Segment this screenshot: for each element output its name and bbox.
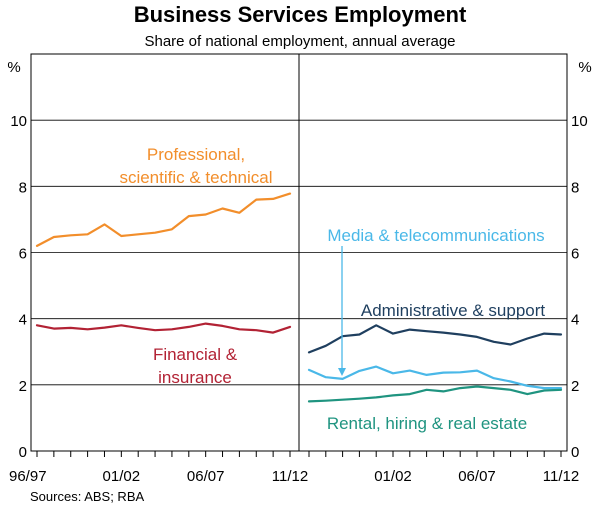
- y-tick-label-right-10: 10: [571, 113, 588, 130]
- y-tick-label-left-10: 10: [10, 113, 27, 130]
- series-label-rental-0: Rental, hiring & real estate: [327, 414, 527, 433]
- axis-ticks: [36, 451, 562, 457]
- series-label-professional-0: Professional,: [147, 145, 245, 164]
- y-axis-unit-left: %: [7, 59, 20, 76]
- chart-subtitle: Share of national employment, annual ave…: [144, 33, 455, 50]
- y-axis-unit-right: %: [578, 59, 591, 76]
- y-tick-label-left-2: 2: [19, 378, 27, 395]
- y-tick-label-left-6: 6: [19, 246, 27, 263]
- series-lines: [35, 192, 563, 403]
- series-label-media-0: Media & telecommunications: [327, 226, 544, 245]
- x-tick-label-left-2: 06/07: [187, 468, 225, 485]
- series-line-media: [307, 365, 563, 390]
- x-tick-label-right-2: 11/12: [543, 468, 579, 485]
- y-tick-label-right-8: 8: [571, 179, 579, 196]
- y-tick-label-left-4: 4: [19, 312, 27, 329]
- y-tick-labels: 0 0 2 2 4 4 6 6 8 8 10 10: [10, 113, 587, 461]
- series-label-professional-1: scientific & technical: [119, 168, 272, 187]
- series-labels: Professional, scientific & technical Finan…: [119, 145, 545, 433]
- chart-title: Business Services Employment: [134, 2, 467, 27]
- x-tick-label-right-0: 01/02: [374, 468, 412, 485]
- x-tick-label-left-0: 96/97: [9, 468, 47, 485]
- y-tick-label-right-6: 6: [571, 246, 579, 263]
- series-label-financial-0: Financial &: [153, 345, 238, 364]
- y-tick-label-right-0: 0: [571, 444, 579, 461]
- series-label-administrative-0: Administrative & support: [361, 301, 546, 320]
- series-line-rental: [307, 385, 563, 403]
- series-label-financial-1: insurance: [158, 368, 232, 387]
- series-line-professional: [35, 192, 292, 247]
- source-note: Sources: ABS; RBA: [30, 489, 144, 504]
- media-label-pointer-arrowhead: [338, 368, 346, 376]
- x-tick-labels: 96/97 01/02 06/07 11/12 01/02 06/07 11/12: [9, 468, 579, 485]
- x-tick-label-left-3: 11/12: [272, 468, 308, 485]
- x-tick-label-right-1: 06/07: [458, 468, 496, 485]
- series-line-financial: [35, 322, 292, 334]
- y-tick-label-left-0: 0: [19, 444, 27, 461]
- y-tick-label-right-4: 4: [571, 312, 579, 329]
- gridlines: [31, 119, 567, 386]
- series-line-administrative: [307, 324, 563, 354]
- y-tick-label-left-8: 8: [19, 179, 27, 196]
- x-tick-label-left-1: 01/02: [103, 468, 141, 485]
- y-tick-label-right-2: 2: [571, 378, 579, 395]
